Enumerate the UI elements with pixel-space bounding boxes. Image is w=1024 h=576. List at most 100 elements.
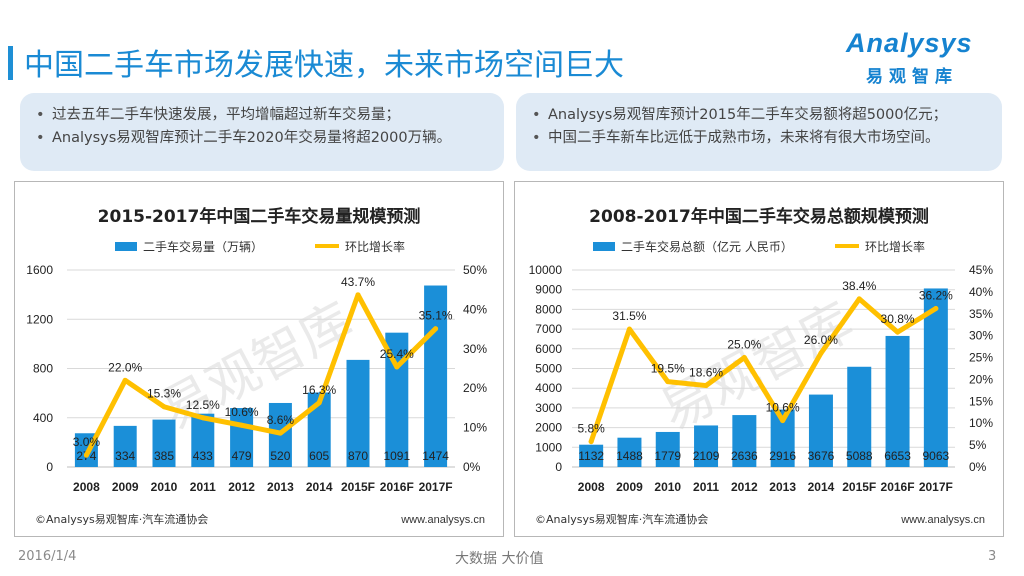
y-left-tick-label: 4000 [535, 381, 562, 395]
growth-value-label: 36.2% [919, 289, 953, 303]
y-left-tick-label: 5000 [535, 362, 562, 376]
bar-value-label: 1488 [616, 449, 643, 463]
growth-value-label: 15.3% [147, 387, 181, 401]
growth-value-label: 25.0% [727, 338, 761, 352]
x-tick-label: 2012 [228, 480, 255, 494]
legend-bar-swatch [593, 242, 615, 251]
growth-point [856, 296, 862, 302]
y-left-tick-label: 7000 [535, 322, 562, 336]
legend-bar-swatch [115, 242, 137, 251]
legend-line-label: 环比增长率 [345, 239, 405, 254]
chart-title: 2015-2017年中国二手车交易量规模预测 [98, 206, 421, 227]
y-right-tick-label: 20% [969, 372, 993, 386]
y-left-tick-label: 400 [33, 411, 53, 425]
chart-website: www.analysys.cn [400, 514, 485, 526]
x-tick-label: 2014 [306, 480, 333, 494]
y-right-tick-label: 40% [463, 302, 487, 316]
bar [152, 419, 176, 467]
chart-website: www.analysys.cn [900, 514, 985, 526]
growth-point [161, 404, 167, 410]
growth-value-label: 3.0% [73, 435, 101, 449]
growth-point [277, 430, 283, 436]
growth-value-label: 16.3% [302, 383, 336, 397]
y-right-tick-label: 45% [969, 263, 993, 277]
bullet-box-left: 过去五年二手车快速发展，平均增幅超过新车交易量； Analysys易观智库预计二… [20, 93, 504, 171]
page-title: 中国二手车市场发展快速，未来市场空间巨大 [24, 48, 624, 83]
growth-value-label: 25.4% [380, 347, 414, 361]
y-left-tick-label: 1600 [26, 263, 53, 277]
bar-value-label: 3676 [808, 449, 835, 463]
y-left-tick-label: 10000 [529, 263, 563, 277]
bar-value-label: 2916 [769, 449, 796, 463]
growth-point [895, 329, 901, 335]
growth-value-label: 12.5% [186, 398, 220, 412]
bar [655, 431, 680, 467]
y-right-tick-label: 0% [463, 460, 481, 474]
bar-value-label: 520 [270, 449, 290, 463]
growth-point [200, 415, 206, 421]
x-tick-label: 2011 [190, 480, 216, 494]
bar-value-label: 870 [348, 449, 368, 463]
x-tick-label: 2014 [808, 480, 835, 494]
legend-line-label: 环比增长率 [865, 239, 925, 254]
logo-text: Analysys [846, 28, 973, 58]
legend-bar-label: 二手车交易量（万辆） [143, 239, 263, 254]
x-tick-label: 2009 [616, 480, 643, 494]
bar [385, 332, 409, 467]
bar [923, 288, 948, 467]
bar [847, 366, 872, 467]
growth-point [355, 292, 361, 298]
growth-value-label: 35.1% [419, 309, 453, 323]
chart-panel-volume: 2015-2017年中国二手车交易量规模预测 二手车交易量（万辆） 环比增长率 易观智… [14, 181, 504, 537]
y-left-tick-label: 2000 [535, 421, 562, 435]
y-right-tick-label: 40% [969, 285, 993, 299]
x-tick-label: 2008 [578, 480, 605, 494]
bar-value-label: 479 [232, 449, 252, 463]
y-left-tick-label: 800 [33, 362, 53, 376]
growth-value-label: 18.6% [689, 366, 723, 380]
bullet-item: Analysys易观智库预计2015年二手车交易额将超5000亿元； [532, 104, 990, 127]
bar-value-label: 1779 [654, 449, 681, 463]
y-left-tick-label: 9000 [535, 283, 562, 297]
page-number: 3 [988, 549, 997, 564]
y-right-tick-label: 20% [463, 381, 487, 395]
y-left-tick-label: 8000 [535, 302, 562, 316]
growth-point [316, 400, 322, 406]
x-tick-label: 2015F [341, 480, 375, 494]
bar [579, 444, 604, 467]
y-right-tick-label: 30% [463, 342, 487, 356]
bar [617, 437, 642, 467]
bar [732, 415, 757, 467]
x-tick-label: 2011 [693, 480, 719, 494]
x-tick-label: 2017F [419, 480, 453, 494]
growth-line [83, 292, 439, 458]
y-right-tick-label: 15% [969, 394, 993, 408]
growth-value-label: 5.8% [577, 422, 605, 436]
growth-point [433, 326, 439, 332]
bar [346, 359, 370, 467]
bar-value-label: 385 [154, 449, 174, 463]
y-right-tick-label: 50% [463, 263, 487, 277]
y-right-tick-label: 5% [969, 438, 987, 452]
x-tick-label: 2009 [112, 480, 139, 494]
chart-source: ©Analysys易观智库·汽车流通协会 [535, 512, 708, 526]
growth-point [588, 439, 594, 445]
bar [113, 425, 137, 467]
legend-bar-label: 二手车交易总额（亿元 人民币） [621, 239, 793, 254]
y-left-tick-label: 1000 [535, 440, 562, 454]
bar-value-label: 1091 [383, 449, 410, 463]
bar-value-label: 6653 [884, 449, 911, 463]
growth-value-label: 19.5% [651, 362, 685, 376]
footer-slogan: 大数据 大价值 [455, 551, 544, 567]
bar-value-label: 2109 [693, 449, 720, 463]
bullet-item: 中国二手车新车比远低于成熟市场，未来将有很大市场空间。 [532, 127, 990, 150]
growth-value-label: 26.0% [804, 333, 838, 347]
growth-point [239, 422, 245, 428]
y-right-tick-label: 35% [969, 307, 993, 321]
bar-value-label: 605 [309, 449, 329, 463]
chart-title: 2008-2017年中国二手车交易总额规模预测 [589, 206, 929, 227]
x-tick-label: 2008 [73, 480, 100, 494]
bar-value-label: 2636 [731, 449, 758, 463]
